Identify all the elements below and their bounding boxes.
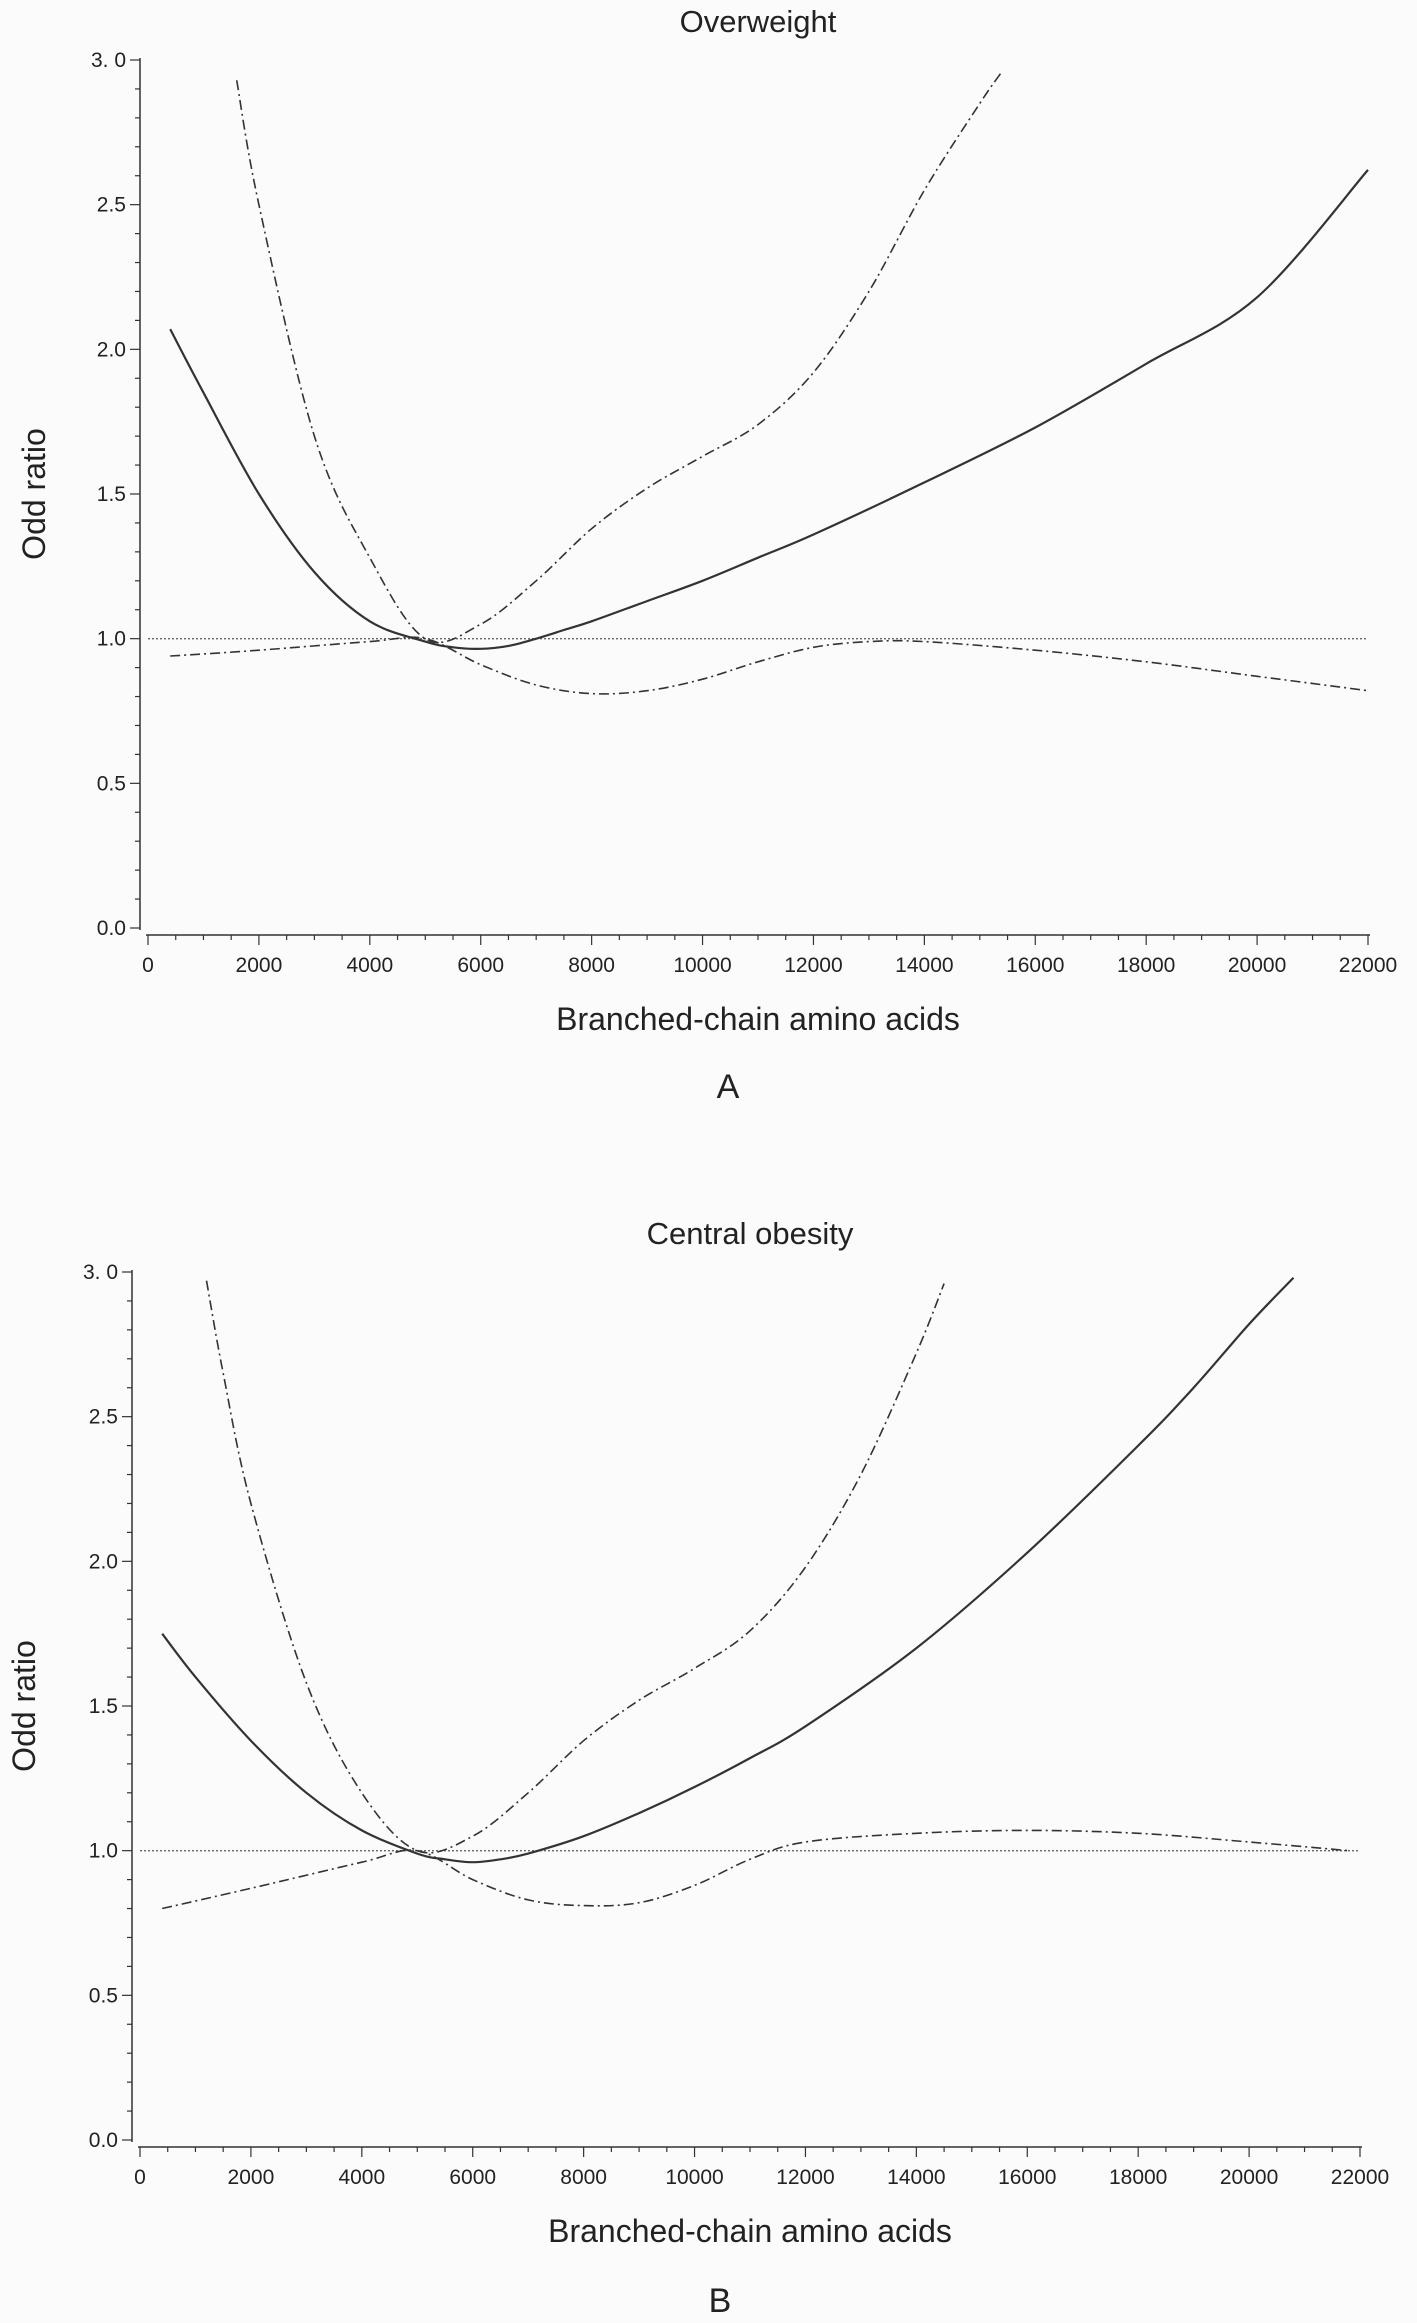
x-tick-label: 18000 bbox=[1109, 2166, 1167, 2189]
y-axis-label: Odd ratio bbox=[6, 1640, 42, 1772]
x-tick-label: 14000 bbox=[887, 2166, 945, 2189]
x-axis-label: Branched-chain amino acids bbox=[556, 1001, 960, 1037]
y-tick-label: 1.0 bbox=[89, 1840, 118, 1863]
y-tick-label: 0.0 bbox=[97, 917, 126, 940]
x-tick-label: 4000 bbox=[338, 2166, 385, 2189]
x-tick-label: 6000 bbox=[457, 954, 504, 977]
x-tick-label: 20000 bbox=[1220, 2166, 1278, 2189]
x-axis-label: Branched-chain amino acids bbox=[548, 2213, 952, 2249]
x-tick-label: 4000 bbox=[346, 954, 393, 977]
x-tick-label: 18000 bbox=[1117, 954, 1175, 977]
y-tick-label: 1.5 bbox=[89, 1695, 118, 1718]
y-tick-label: 2.0 bbox=[89, 1550, 118, 1573]
series-line-lower-ci bbox=[170, 636, 1369, 695]
x-tick-label: 8000 bbox=[568, 954, 615, 977]
x-tick-label: 8000 bbox=[560, 2166, 607, 2189]
y-axis-label: Odd ratio bbox=[16, 428, 52, 560]
x-tick-label: 6000 bbox=[449, 2166, 496, 2189]
y-tick-label: 3. 0 bbox=[91, 49, 126, 72]
chart-title: Central obesity bbox=[647, 1216, 854, 1251]
panel-label: A bbox=[717, 1068, 740, 1106]
x-tick-label: 2000 bbox=[236, 954, 283, 977]
x-tick-label: 10000 bbox=[673, 954, 731, 977]
y-tick-label: 1.5 bbox=[97, 483, 126, 506]
series-line-upper-ci bbox=[235, 71, 1003, 644]
y-tick-label: 3. 0 bbox=[83, 1261, 118, 1284]
y-tick-label: 0.5 bbox=[97, 772, 126, 795]
y-tick-label: 0.5 bbox=[89, 1984, 118, 2007]
panel-central-obesity: Central obesity 0.0 0.5 1.0 1.5 2.0 2.5 3. 0 0 20… bbox=[6, 1216, 1389, 2320]
x-tick-label: 2000 bbox=[228, 2166, 275, 2189]
series-line-upper-ci bbox=[205, 1280, 945, 1854]
series-line-odds-ratio bbox=[161, 1277, 1295, 1864]
y-tick-label: 2.5 bbox=[97, 194, 126, 217]
panel-label: B bbox=[709, 2282, 732, 2320]
y-tick-label: 2.0 bbox=[97, 338, 126, 361]
x-tick-label: 14000 bbox=[895, 954, 953, 977]
x-tick-label: 20000 bbox=[1228, 954, 1286, 977]
y-tick-label: 0.0 bbox=[89, 2129, 118, 2152]
x-tick-label: 16000 bbox=[1006, 954, 1064, 977]
x-tick-label: 12000 bbox=[776, 2166, 834, 2189]
x-tick-label: 22000 bbox=[1331, 2166, 1389, 2189]
y-tick-label: 1.0 bbox=[97, 628, 126, 651]
x-tick-label: 16000 bbox=[998, 2166, 1056, 2189]
x-tick-label: 0 bbox=[142, 954, 154, 977]
series-line-lower-ci bbox=[162, 1829, 1349, 1910]
x-tick-label: 12000 bbox=[784, 954, 842, 977]
x-tick-label: 0 bbox=[134, 2166, 146, 2189]
x-tick-label: 22000 bbox=[1339, 954, 1397, 977]
x-tick-label: 10000 bbox=[665, 2166, 723, 2189]
chart-title: Overweight bbox=[680, 4, 837, 39]
panel-overweight: Overweight 0.0 0.5 1.0 1.5 2.0 2.5 3. 0 0 2000 400… bbox=[16, 4, 1397, 1106]
series-line-odds-ratio bbox=[169, 169, 1369, 650]
y-tick-label: 2.5 bbox=[89, 1406, 118, 1429]
